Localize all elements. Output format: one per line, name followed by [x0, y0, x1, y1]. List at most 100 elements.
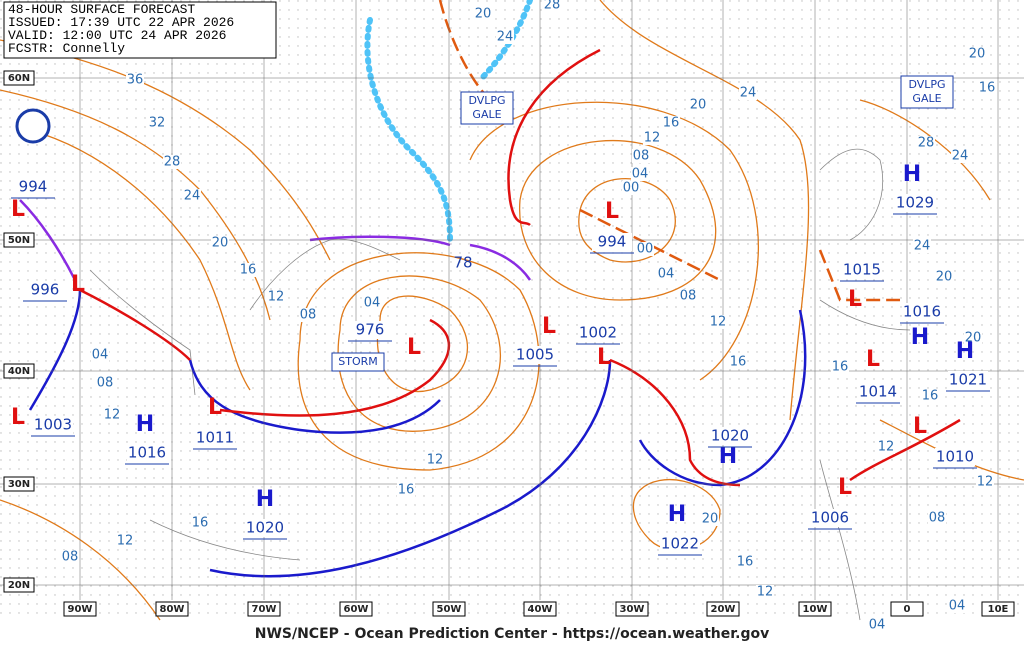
isobar-label: 12 — [104, 408, 121, 423]
isobar-label-bg — [636, 242, 654, 256]
low-value-bg — [842, 261, 882, 279]
low-value-bg — [195, 429, 235, 447]
lon-label-box — [432, 601, 466, 617]
isobar-label-bg — [657, 267, 675, 281]
warning-line: STORM — [338, 355, 378, 368]
isobar-label-bg — [964, 331, 982, 345]
lat-label-box — [3, 476, 35, 492]
low-value-bg — [858, 383, 898, 401]
lon-label: 80W — [160, 604, 185, 615]
lon-label: 40W — [528, 604, 553, 615]
isobar-label: 12 — [977, 475, 994, 490]
isobar-label: 24 — [497, 30, 514, 45]
high-value-bg — [245, 519, 285, 537]
isobar-label-bg — [211, 236, 229, 250]
isobar-label: 12 — [644, 131, 661, 146]
lat-label-box — [3, 363, 35, 379]
isobar-label-bg — [689, 98, 707, 112]
warning-box — [460, 91, 514, 125]
isobar-label: 20 — [936, 270, 953, 285]
isobar-label: 04 — [869, 618, 886, 633]
high-pressure: 1029 — [896, 194, 934, 212]
header-box — [3, 1, 277, 59]
isobar-label-bg — [622, 181, 640, 195]
isobar-label: 16 — [663, 116, 680, 131]
lon-label-box — [155, 601, 189, 617]
lon-label-box — [523, 601, 557, 617]
low-pressure: 1006 — [811, 509, 849, 527]
isobar-label: 16 — [832, 360, 849, 375]
isobar-label-bg — [631, 167, 649, 181]
isobar-label-bg — [951, 149, 969, 163]
isobar-label-bg — [543, 0, 561, 12]
lat-label-box — [3, 232, 35, 248]
low-pressure: 996 — [31, 281, 60, 299]
isobar-label: 12 — [757, 585, 774, 600]
isobar-label: 24 — [740, 86, 757, 101]
isobar-label: 32 — [149, 116, 166, 131]
isobar-label-bg — [126, 73, 144, 87]
low-pressure: 1015 — [843, 261, 881, 279]
isobar-label-bg — [426, 453, 444, 467]
low-value-bg — [33, 416, 73, 434]
isobar-label-bg — [917, 136, 935, 150]
high-pressure: 1022 — [661, 535, 699, 553]
lon-label-box — [981, 601, 1015, 617]
isobar-label-bg — [877, 440, 895, 454]
low-pressure: 1011 — [196, 429, 234, 447]
header-line: FCSTR: Connelly — [8, 41, 125, 56]
isobar-label-bg — [729, 355, 747, 369]
isobar-label-bg — [978, 81, 996, 95]
isobar-label: 12 — [117, 534, 134, 549]
low-pressure: 1014 — [859, 383, 897, 401]
lat-label: 50N — [8, 235, 30, 246]
isobar-label-bg — [935, 270, 953, 284]
low-pressure: 1002 — [579, 324, 617, 342]
isobar-label: 16 — [192, 516, 209, 531]
lon-label: 10E — [988, 604, 1009, 615]
lon-label-box — [706, 601, 740, 617]
lon-label-box — [247, 601, 281, 617]
isobar-label-bg — [116, 534, 134, 548]
isobar-label: 08 — [62, 550, 79, 565]
low-value-bg — [13, 178, 53, 196]
isobar-label: 12 — [878, 440, 895, 455]
high-symbol: H — [668, 502, 686, 527]
graticule — [0, 0, 1024, 600]
isobar-label: 12 — [710, 315, 727, 330]
isobar-label: 16 — [979, 81, 996, 96]
isobar-label: 20 — [965, 331, 982, 346]
isobar-label-bg — [632, 149, 650, 163]
isobar-label-bg — [643, 131, 661, 145]
header-text: 48-HOUR SURFACE FORECAST ISSUED: 17:39 UT… — [8, 2, 234, 56]
low-symbol: L — [542, 314, 556, 339]
isobar-label: 28 — [918, 136, 935, 151]
low-symbol: L — [407, 335, 421, 360]
high-value-bg — [895, 194, 935, 212]
isobar-label: 20 — [690, 98, 707, 113]
isobar-label-bg — [976, 475, 994, 489]
warning-line: GALE — [912, 92, 941, 105]
isobar-label-bg — [831, 360, 849, 374]
isobar-label-bg — [61, 550, 79, 564]
lon-label-box — [615, 601, 649, 617]
high-pressure: 1016 — [128, 444, 166, 462]
low-value-bg — [810, 509, 850, 527]
isobar-label-bg — [96, 376, 114, 390]
isobar-label: 36 — [127, 73, 144, 88]
low-symbol: L — [848, 287, 862, 312]
isobar-label-bg — [736, 555, 754, 569]
low-pressure: 976 — [356, 321, 385, 339]
isobar-label-bg — [191, 516, 209, 530]
isobar-label: 12 — [427, 453, 444, 468]
low-symbol: L — [866, 347, 880, 372]
lat-label: 20N — [8, 580, 30, 591]
high-value-bg — [948, 371, 988, 389]
isobar-label: 20 — [475, 7, 492, 22]
lon-label-box — [63, 601, 97, 617]
isobar-label-bg — [267, 290, 285, 304]
low-pressure: 1003 — [34, 416, 72, 434]
isobar-label: 16 — [922, 389, 939, 404]
isobar-label-bg — [363, 296, 381, 310]
lon-label: 30W — [620, 604, 645, 615]
